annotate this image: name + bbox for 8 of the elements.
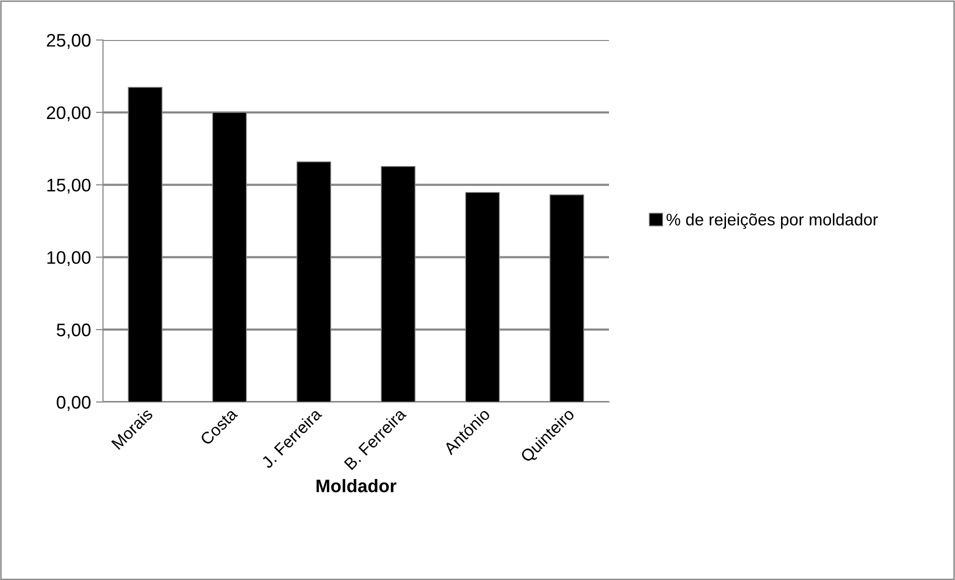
- y-tick-label: 0,00: [56, 396, 90, 411]
- y-tick-label: 10,00: [47, 251, 90, 266]
- y-tick-label: 15,00: [47, 178, 90, 194]
- y-tick-label: 5,00: [56, 324, 90, 338]
- y-tick-label: 20,00: [46, 106, 90, 122]
- legend-label: % de rejeições por moldador: [666, 213, 878, 229]
- y-tick-label: 25,00: [46, 34, 90, 49]
- x-axis-title: Moldador: [316, 479, 396, 492]
